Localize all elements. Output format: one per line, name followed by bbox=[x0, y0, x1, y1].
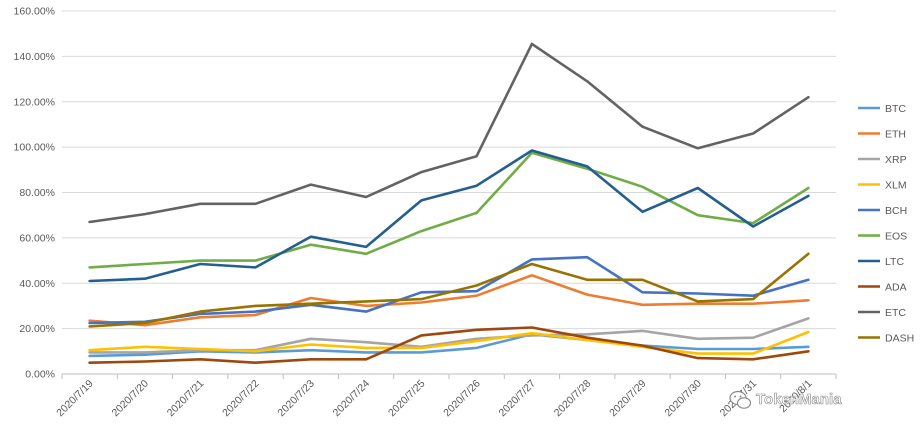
x-axis: 2020/7/19 2020/7/20 2020/7/21 2020/7/22 2020… bbox=[54, 374, 837, 420]
x-tick-label: 2020/7/30 bbox=[662, 378, 704, 420]
legend-label: ADA bbox=[885, 282, 907, 294]
legend-item-bch: BCH bbox=[858, 205, 907, 217]
watermark: TokenMania bbox=[729, 390, 843, 409]
x-tick-label: 2020/7/27 bbox=[497, 378, 539, 420]
legend: BTC ETH XRP XLM BCH EOS LTC ADA ETC DASH bbox=[858, 103, 914, 345]
x-tick-label: 2020/7/20 bbox=[110, 378, 152, 420]
series-line-ltc bbox=[88, 149, 810, 283]
y-axis: 0.00% 20.00% 40.00% 60.00% 80.00% 100.00% 120.… bbox=[14, 6, 55, 381]
y-tick-label: 40.00% bbox=[19, 278, 55, 290]
legend-item-xrp: XRP bbox=[858, 154, 907, 166]
legend-item-etc: ETC bbox=[858, 307, 906, 319]
y-tick-label: 140.00% bbox=[14, 51, 55, 63]
legend-label: LTC bbox=[885, 256, 904, 268]
y-tick-label: 0.00% bbox=[25, 369, 55, 381]
legend-item-ltc: LTC bbox=[858, 256, 904, 268]
x-tick-label: 2020/7/28 bbox=[552, 378, 594, 420]
x-tick-label: 2020/7/26 bbox=[441, 378, 483, 420]
legend-item-xlm: XLM bbox=[858, 180, 907, 192]
x-tick-label: 2020/7/29 bbox=[607, 378, 649, 420]
series-line-xrp bbox=[88, 317, 810, 354]
watermark-text: TokenMania bbox=[756, 391, 842, 408]
y-tick-label: 120.00% bbox=[14, 96, 55, 108]
y-tick-label: 60.00% bbox=[19, 232, 55, 244]
y-tick-label: 100.00% bbox=[14, 142, 55, 154]
legend-label: XRP bbox=[885, 154, 907, 166]
x-tick-label: 2020/7/22 bbox=[220, 378, 262, 420]
y-tick-label: 80.00% bbox=[19, 187, 55, 199]
series-lines bbox=[88, 42, 810, 365]
x-tick-label: 2020/7/24 bbox=[331, 378, 373, 420]
legend-item-eth: ETH bbox=[858, 129, 906, 141]
y-tick-label: 160.00% bbox=[14, 6, 55, 18]
legend-label: DASH bbox=[885, 333, 914, 345]
series-line-dash bbox=[88, 252, 810, 328]
series-line-eth bbox=[88, 273, 810, 327]
legend-label: ETH bbox=[885, 129, 906, 141]
legend-label: EOS bbox=[885, 231, 907, 243]
legend-item-eos: EOS bbox=[858, 231, 907, 243]
series-line-xlm bbox=[88, 330, 810, 355]
series-line-eos bbox=[88, 151, 810, 269]
legend-label: XLM bbox=[885, 180, 907, 192]
x-tick-label: 2020/7/19 bbox=[54, 378, 96, 420]
series-line-ada bbox=[88, 326, 810, 365]
y-tick-label: 20.00% bbox=[19, 323, 55, 335]
legend-item-ada: ADA bbox=[858, 282, 907, 294]
legend-label: BTC bbox=[885, 103, 906, 115]
x-tick-label: 2020/7/21 bbox=[165, 378, 207, 420]
x-tick-label: 2020/7/25 bbox=[386, 378, 428, 420]
legend-item-btc: BTC bbox=[858, 103, 906, 115]
legend-label: BCH bbox=[885, 205, 907, 217]
legend-item-dash: DASH bbox=[858, 333, 914, 345]
wechat-icon bbox=[729, 390, 752, 409]
legend-label: ETC bbox=[885, 307, 906, 319]
x-tick-label: 2020/7/23 bbox=[275, 378, 317, 420]
series-line-etc bbox=[88, 42, 810, 224]
